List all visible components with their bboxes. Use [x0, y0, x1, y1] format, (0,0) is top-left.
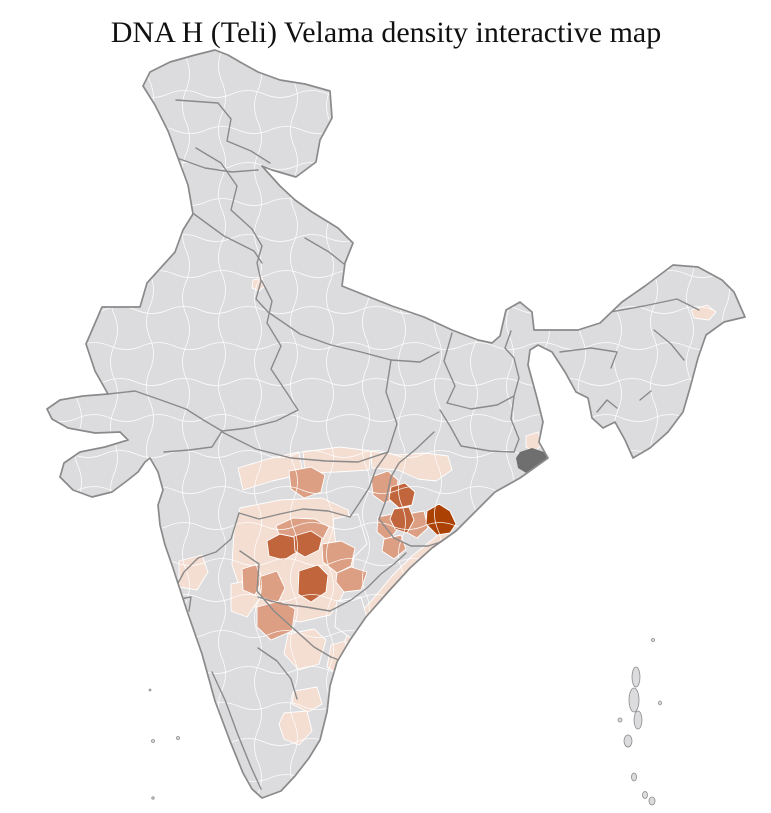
india-outer-border	[46, 49, 746, 799]
density-level-3-districts	[266, 482, 416, 603]
district[interactable]	[293, 530, 323, 558]
density-level-2-districts	[241, 466, 429, 641]
district[interactable]	[278, 710, 313, 746]
district[interactable]	[297, 564, 329, 603]
district-kolkata[interactable]	[525, 431, 543, 453]
district[interactable]	[288, 466, 326, 499]
district[interactable]	[388, 482, 416, 509]
island-chains	[148, 638, 662, 806]
state-boundaries	[107, 99, 700, 790]
district[interactable]	[321, 540, 356, 574]
district[interactable]	[291, 686, 323, 713]
density-level-4-districts	[425, 503, 457, 536]
district-highest-density[interactable]	[425, 503, 457, 536]
district[interactable]	[335, 566, 368, 593]
india-landmass[interactable]	[47, 50, 745, 798]
map-title: DNA H (Teli) Velama density interactive …	[111, 16, 662, 49]
district[interactable]	[389, 506, 415, 534]
